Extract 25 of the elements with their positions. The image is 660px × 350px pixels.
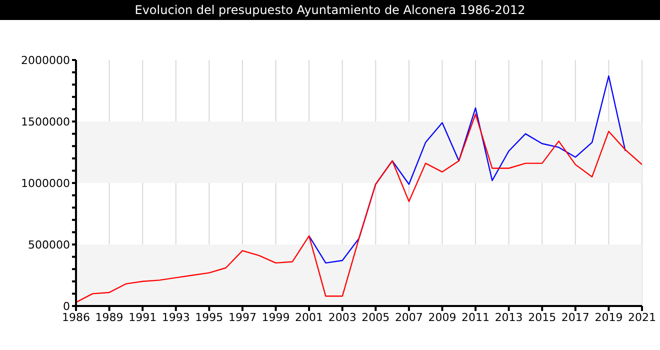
x-tick-label: 2021 (628, 310, 656, 324)
x-tick-label: 2005 (362, 310, 390, 324)
x-tick-label: 2013 (494, 310, 523, 324)
x-tick-label: 1991 (128, 310, 157, 324)
y-tick-label: 1000000 (21, 176, 70, 190)
x-tick-label: 2015 (528, 310, 556, 324)
x-tick-label: 1986 (62, 310, 90, 324)
y-tick-label: 0 (63, 300, 70, 313)
x-tick-label: 2007 (394, 310, 423, 324)
x-tick-label: 2019 (594, 310, 623, 324)
x-tick-label: 1995 (195, 310, 224, 324)
x-tick-label: 2009 (428, 310, 456, 324)
x-tick-label: 2003 (328, 310, 356, 324)
x-tick-label: 1997 (228, 310, 256, 324)
x-tick-label: 1999 (262, 310, 290, 324)
x-tick-label: 1993 (162, 310, 190, 324)
line-series (76, 114, 642, 303)
x-tick-label: 2001 (295, 310, 324, 324)
y-tick-label: 1500000 (21, 115, 70, 128)
x-tick-label: 1989 (95, 310, 124, 324)
y-tick-label: 500000 (28, 238, 70, 252)
x-tick-label: 2011 (462, 310, 490, 324)
x-tick-label: 2017 (561, 310, 590, 324)
chart-title: Evolucion del presupuesto Ayuntamiento de Alconera 1986-2012 (0, 0, 660, 20)
y-tick-label: 2000000 (21, 54, 70, 67)
